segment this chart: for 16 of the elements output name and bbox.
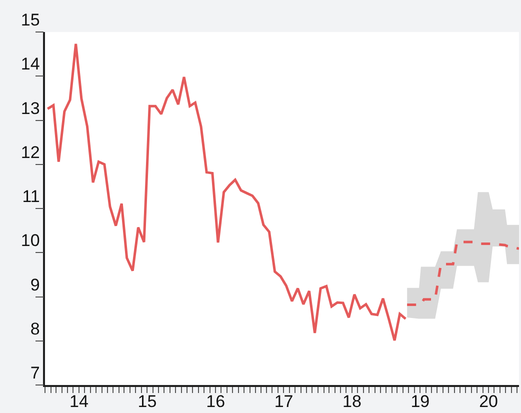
y-tick-label: 8 bbox=[30, 319, 40, 338]
y-tick-label: 9 bbox=[30, 275, 40, 294]
x-tick-label: 17 bbox=[274, 392, 294, 412]
x-tick-label: 15 bbox=[138, 392, 157, 412]
y-tick-label: 15 bbox=[20, 10, 40, 30]
x-tick-label: 14 bbox=[70, 392, 88, 412]
y-tick-label: 10 bbox=[20, 231, 40, 250]
y-tick-label: 7 bbox=[30, 364, 40, 383]
x-tick-label: 16 bbox=[206, 392, 226, 412]
y-tick-label: 14 bbox=[20, 54, 40, 74]
y-tick-label: 12 bbox=[20, 142, 40, 162]
y-tick-label: 11 bbox=[22, 187, 40, 206]
x-tick-label: 19 bbox=[410, 392, 430, 412]
x-tick-label: 20 bbox=[479, 392, 498, 412]
y-tick-label: 13 bbox=[20, 98, 40, 118]
x-tick-label: 18 bbox=[342, 392, 362, 412]
